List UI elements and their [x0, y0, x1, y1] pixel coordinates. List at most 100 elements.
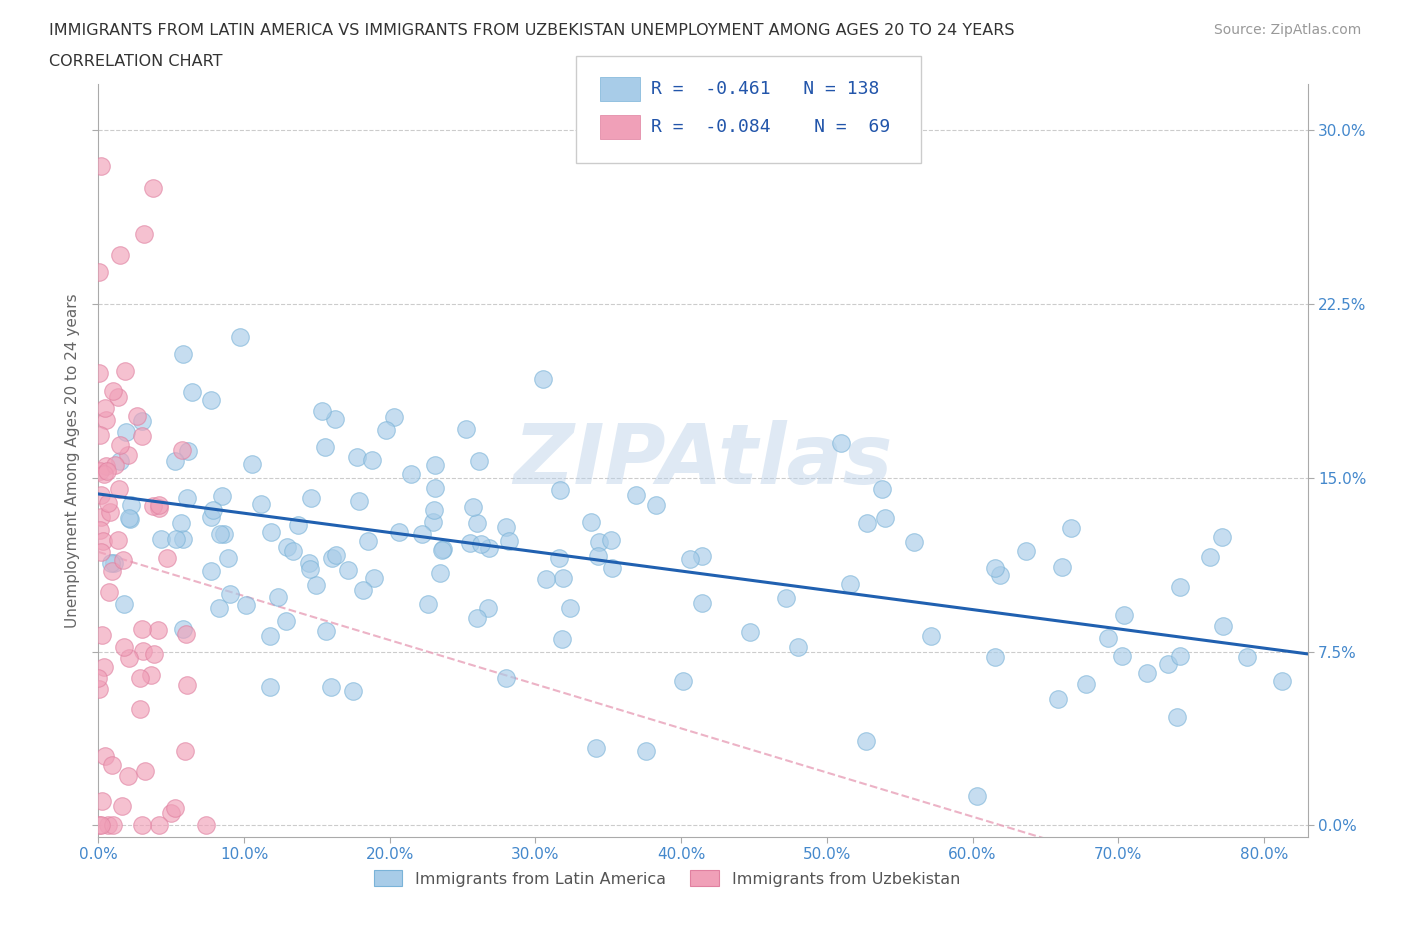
- Immigrants from Latin America: [177, 444, 200, 458]
- Immigrants from Latin America: [740, 624, 762, 639]
- Immigrants from Latin America: [228, 330, 250, 345]
- Immigrants from Latin America: [1052, 559, 1074, 574]
- Immigrants from Latin America: [463, 499, 485, 514]
- Immigrants from Uzbekistan: [148, 818, 170, 833]
- Immigrants from Latin America: [388, 525, 411, 539]
- Immigrants from Uzbekistan: [173, 743, 195, 758]
- Immigrants from Latin America: [131, 414, 153, 429]
- Immigrants from Uzbekistan: [148, 500, 170, 515]
- Immigrants from Uzbekistan: [117, 447, 139, 462]
- Immigrants from Latin America: [1112, 607, 1135, 622]
- Immigrants from Latin America: [346, 450, 368, 465]
- Immigrants from Latin America: [260, 525, 283, 539]
- Immigrants from Latin America: [1074, 676, 1097, 691]
- Immigrants from Latin America: [235, 598, 257, 613]
- Immigrants from Uzbekistan: [112, 640, 135, 655]
- Immigrants from Latin America: [149, 531, 172, 546]
- Immigrants from Latin America: [311, 404, 333, 418]
- Immigrants from Uzbekistan: [125, 408, 148, 423]
- Immigrants from Latin America: [599, 532, 621, 547]
- Immigrants from Latin America: [1166, 710, 1188, 724]
- Immigrants from Uzbekistan: [93, 659, 115, 674]
- Immigrants from Latin America: [305, 578, 328, 592]
- Immigrants from Latin America: [165, 531, 187, 546]
- Immigrants from Latin America: [495, 520, 517, 535]
- Immigrants from Latin America: [267, 590, 290, 604]
- Immigrants from Uzbekistan: [89, 463, 111, 478]
- Immigrants from Latin America: [903, 535, 925, 550]
- Immigrants from Latin America: [432, 541, 454, 556]
- Immigrants from Latin America: [208, 600, 231, 615]
- Text: R =  -0.084    N =  69: R = -0.084 N = 69: [651, 118, 890, 137]
- Immigrants from Uzbekistan: [195, 818, 218, 833]
- Immigrants from Latin America: [1060, 521, 1083, 536]
- Immigrants from Latin America: [672, 673, 695, 688]
- Immigrants from Latin America: [430, 542, 453, 557]
- Legend: Immigrants from Latin America, Immigrants from Uzbekistan: Immigrants from Latin America, Immigrant…: [367, 864, 966, 893]
- Immigrants from Latin America: [534, 571, 557, 586]
- Immigrants from Uzbekistan: [90, 818, 112, 833]
- Immigrants from Uzbekistan: [97, 496, 120, 511]
- Immigrants from Latin America: [360, 452, 382, 467]
- Immigrants from Latin America: [298, 556, 321, 571]
- Immigrants from Uzbekistan: [97, 818, 120, 833]
- Immigrants from Latin America: [301, 490, 323, 505]
- Immigrants from Uzbekistan: [94, 412, 117, 427]
- Immigrants from Latin America: [548, 551, 571, 565]
- Immigrants from Uzbekistan: [174, 627, 197, 642]
- Immigrants from Latin America: [634, 743, 657, 758]
- Immigrants from Uzbekistan: [89, 428, 111, 443]
- Immigrants from Uzbekistan: [108, 482, 131, 497]
- Immigrants from Uzbekistan: [148, 498, 170, 512]
- Immigrants from Latin America: [357, 534, 380, 549]
- Immigrants from Latin America: [200, 564, 222, 578]
- Immigrants from Latin America: [399, 466, 422, 481]
- Immigrants from Uzbekistan: [87, 265, 110, 280]
- Immigrants from Latin America: [423, 458, 446, 472]
- Immigrants from Uzbekistan: [104, 458, 127, 472]
- Immigrants from Uzbekistan: [156, 551, 179, 565]
- Immigrants from Latin America: [208, 526, 231, 541]
- Immigrants from Latin America: [176, 490, 198, 505]
- Text: Source: ZipAtlas.com: Source: ZipAtlas.com: [1213, 23, 1361, 37]
- Immigrants from Latin America: [465, 610, 488, 625]
- Immigrants from Latin America: [382, 409, 405, 424]
- Immigrants from Uzbekistan: [132, 644, 155, 658]
- Immigrants from Latin America: [966, 789, 988, 804]
- Immigrants from Latin America: [276, 614, 298, 629]
- Immigrants from Latin America: [200, 392, 222, 407]
- Immigrants from Uzbekistan: [89, 818, 111, 833]
- Immigrants from Uzbekistan: [87, 671, 110, 685]
- Immigrants from Uzbekistan: [134, 764, 156, 778]
- Immigrants from Latin America: [422, 514, 444, 529]
- Immigrants from Latin America: [1097, 631, 1119, 645]
- Text: ZIPAtlas: ZIPAtlas: [513, 419, 893, 501]
- Immigrants from Latin America: [1136, 665, 1159, 680]
- Immigrants from Uzbekistan: [160, 805, 183, 820]
- Y-axis label: Unemployment Among Ages 20 to 24 years: Unemployment Among Ages 20 to 24 years: [65, 293, 80, 628]
- Immigrants from Latin America: [363, 571, 385, 586]
- Immigrants from Uzbekistan: [94, 458, 117, 473]
- Immigrants from Latin America: [1211, 530, 1233, 545]
- Immigrants from Latin America: [165, 454, 187, 469]
- Text: CORRELATION CHART: CORRELATION CHART: [49, 54, 222, 69]
- Immigrants from Uzbekistan: [146, 623, 169, 638]
- Immigrants from Latin America: [551, 631, 574, 646]
- Immigrants from Latin America: [375, 422, 398, 437]
- Immigrants from Uzbekistan: [143, 647, 166, 662]
- Immigrants from Uzbekistan: [100, 757, 122, 772]
- Immigrants from Uzbekistan: [131, 621, 153, 636]
- Immigrants from Uzbekistan: [107, 389, 129, 404]
- Immigrants from Latin America: [181, 385, 204, 400]
- Immigrants from Latin America: [1111, 648, 1133, 663]
- Immigrants from Latin America: [498, 533, 520, 548]
- Immigrants from Latin America: [477, 600, 499, 615]
- Immigrants from Latin America: [588, 549, 610, 564]
- Immigrants from Latin America: [838, 577, 860, 591]
- Immigrants from Latin America: [108, 453, 131, 468]
- Immigrants from Latin America: [581, 514, 603, 529]
- Immigrants from Latin America: [201, 502, 224, 517]
- Immigrants from Latin America: [118, 511, 141, 525]
- Immigrants from Latin America: [336, 562, 359, 577]
- Immigrants from Latin America: [429, 565, 451, 580]
